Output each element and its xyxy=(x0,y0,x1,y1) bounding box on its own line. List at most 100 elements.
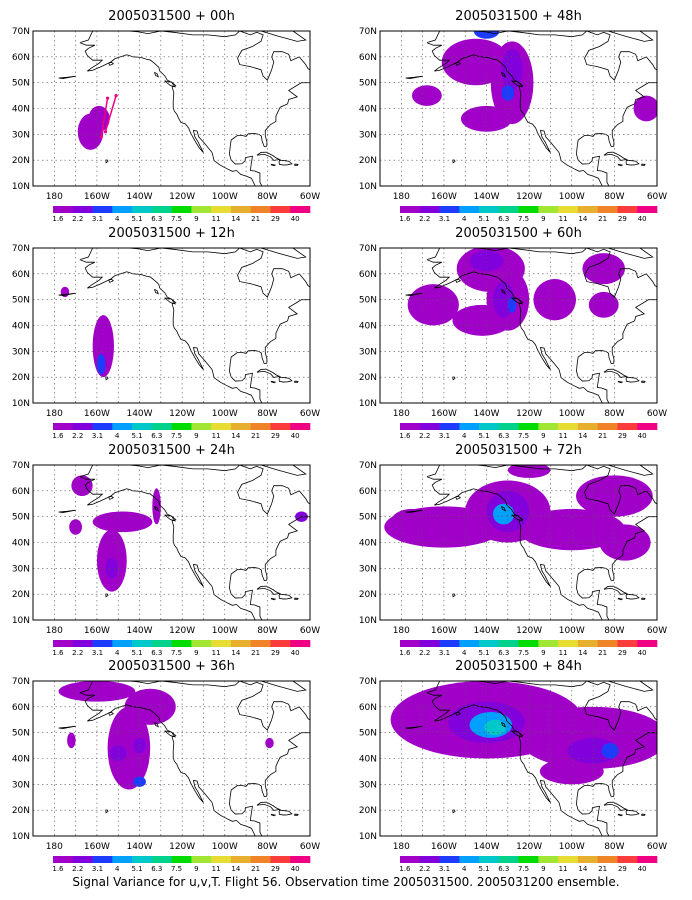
colorbar-swatch xyxy=(171,640,192,647)
map-panel-36h: 2005031500 + 36h 10N 20N 30N 40N 50N 60N 70N 180… xyxy=(12,659,320,873)
colorbar-swatch xyxy=(577,423,598,430)
variance-contour xyxy=(501,85,515,101)
coastline-path xyxy=(108,712,115,716)
colorbar-label: 29 xyxy=(618,649,627,657)
map-frame xyxy=(379,464,658,621)
colorbar-label: 7.5 xyxy=(171,215,182,223)
colorbar-label: 11 xyxy=(559,215,568,223)
coastline-path xyxy=(625,810,640,816)
variance-contour xyxy=(484,719,506,736)
colorbar-label: 4 xyxy=(462,432,467,440)
lon-tick-label: 160W xyxy=(431,409,457,419)
variance-contour xyxy=(460,105,513,132)
lon-tick-label: 120W xyxy=(169,192,195,202)
lat-tick-label: 30N xyxy=(12,780,30,790)
lon-tick-label: 140W xyxy=(126,842,152,852)
gridlines xyxy=(33,248,310,403)
colorbar-label: 5.1 xyxy=(478,215,489,223)
colorbar-swatch xyxy=(132,423,153,430)
colorbar-label: 14 xyxy=(231,432,240,440)
colorbar-swatch xyxy=(112,206,133,213)
colorbar-swatch xyxy=(72,206,93,213)
colorbar-label: 7.5 xyxy=(518,215,529,223)
colorbar-swatch xyxy=(112,856,133,863)
colorbar-swatch xyxy=(518,206,539,213)
lat-tick-label: 50N xyxy=(359,79,377,89)
map-frame xyxy=(32,464,311,621)
coastline xyxy=(405,31,657,186)
coastline-path xyxy=(641,597,646,600)
lon-tick-label: 120W xyxy=(516,409,542,419)
colorbar-label: 3.1 xyxy=(92,865,103,873)
colorbar-label: 21 xyxy=(251,215,260,223)
map-frame xyxy=(32,30,311,187)
coastline-path xyxy=(270,380,277,384)
map-panel-24h: 2005031500 + 24h 10N 20N 30N 40N 50N 60N 70N 180… xyxy=(12,443,320,657)
lat-tick-label: 70N xyxy=(359,677,377,687)
colorbar-swatch xyxy=(211,423,232,430)
lat-tick-label: 40N xyxy=(359,755,377,765)
colorbar-label: 2.2 xyxy=(72,865,83,873)
colorbar-swatch xyxy=(53,640,74,647)
lon-tick-label: 140W xyxy=(126,192,152,202)
colorbar-label: 14 xyxy=(578,649,587,657)
lon-tick-label: 120W xyxy=(516,192,542,202)
colorbar-label: 6.3 xyxy=(151,432,162,440)
map-panel-12h: 2005031500 + 12h 10N 20N 30N 40N 50N 60N 70N 180… xyxy=(12,226,320,440)
colorbar-label: 29 xyxy=(618,865,627,873)
colorbar-label: 11 xyxy=(212,865,221,873)
colorbar-swatch xyxy=(400,423,421,430)
lon-tick-label: 100W xyxy=(212,842,238,852)
colorbar-swatch xyxy=(637,423,658,430)
colorbar-swatch xyxy=(538,856,559,863)
colorbar-label: 40 xyxy=(638,649,647,657)
lon-tick-label: 120W xyxy=(169,409,195,419)
gridlines xyxy=(33,31,310,186)
panel-title: 2005031500 + 48h xyxy=(455,9,582,24)
colorbar-label: 7.5 xyxy=(171,865,182,873)
colorbar-label: 6.3 xyxy=(498,649,509,657)
variance-contour xyxy=(92,511,153,533)
lat-tick-label: 60N xyxy=(359,270,377,280)
coastline-path xyxy=(603,368,629,378)
colorbar-label: 14 xyxy=(578,215,587,223)
colorbar-swatch xyxy=(250,423,271,430)
colorbar-swatch xyxy=(479,206,500,213)
colorbar-swatch xyxy=(72,856,93,863)
colorbar-label: 2.2 xyxy=(419,865,430,873)
coastline-path xyxy=(452,809,456,814)
coastline-path xyxy=(607,248,654,259)
colorbar-swatch xyxy=(92,206,113,213)
colorbar-label: 7.5 xyxy=(171,432,182,440)
lat-tick-label: 50N xyxy=(12,729,30,739)
colorbar-swatch xyxy=(112,640,133,647)
colorbar-swatch xyxy=(558,423,579,430)
lat-tick-label: 50N xyxy=(12,513,30,523)
coastline-path xyxy=(79,31,310,186)
colorbar-swatch xyxy=(72,640,93,647)
lon-tick-label: 100W xyxy=(559,842,585,852)
lon-tick-label: 60W xyxy=(300,842,320,852)
gridlines xyxy=(380,31,657,186)
gridlines xyxy=(380,681,657,836)
lon-tick-label: 160W xyxy=(431,192,457,202)
colorbar-label: 11 xyxy=(212,432,221,440)
lon-tick-label: 60W xyxy=(300,626,320,636)
colorbar-swatch xyxy=(597,640,618,647)
lon-tick-label: 60W xyxy=(300,192,320,202)
variance-contour xyxy=(492,503,515,525)
lat-tick-label: 10N xyxy=(12,182,30,192)
colorbar-label: 40 xyxy=(291,215,300,223)
colorbar-swatch xyxy=(577,856,598,863)
colorbar: 1.6 2.2 3.1 4 5.1 6.3 7.5 9 11 14 21 29 40 xyxy=(52,206,311,223)
panel-title: 2005031500 + 72h xyxy=(455,443,582,458)
lat-tick-label: 50N xyxy=(359,296,377,306)
colorbar-label: 4 xyxy=(115,432,120,440)
colorbar-label: 1.6 xyxy=(52,649,64,657)
map-panel-72h: 2005031500 + 72h 10N 20N 30N 40N 50N 60N 70N 180… xyxy=(359,443,667,657)
coastline-path xyxy=(108,62,115,66)
colorbar-swatch xyxy=(171,423,192,430)
colorbar-label: 9 xyxy=(541,649,545,657)
map-panel-48h: 2005031500 + 48h 10N 20N 30N 40N 50N 60N 70N 180… xyxy=(359,9,667,223)
lon-tick-label: 60W xyxy=(300,409,320,419)
